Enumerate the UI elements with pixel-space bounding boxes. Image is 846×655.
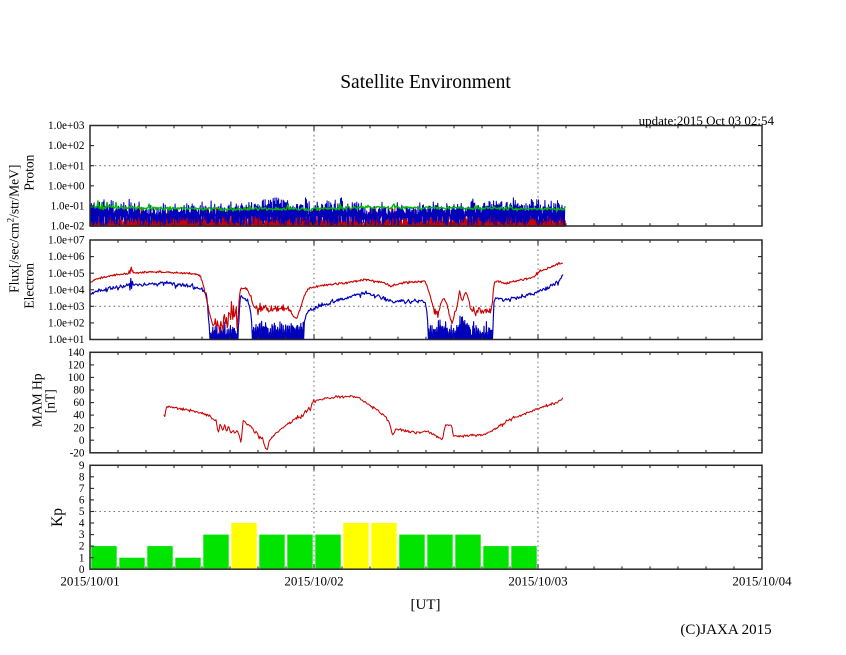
svg-text:Electron: Electron <box>22 263 37 309</box>
svg-text:1.0e+03: 1.0e+03 <box>48 301 85 313</box>
svg-text:1.0e+07: 1.0e+07 <box>48 235 85 247</box>
svg-text:140: 140 <box>68 347 85 359</box>
svg-text:Flux[/sec/cm2/str/MeV]: Flux[/sec/cm2/str/MeV] <box>6 165 22 293</box>
svg-text:120: 120 <box>68 359 85 371</box>
svg-text:6: 6 <box>79 495 85 507</box>
svg-text:3: 3 <box>79 529 85 541</box>
svg-text:1.0e+01: 1.0e+01 <box>48 334 84 346</box>
svg-text:-20: -20 <box>70 447 85 459</box>
svg-text:1.0e+05: 1.0e+05 <box>48 268 85 280</box>
svg-text:1.0e+02: 1.0e+02 <box>48 140 84 152</box>
svg-text:1.0e+00: 1.0e+00 <box>48 180 85 192</box>
svg-text:40: 40 <box>73 410 85 422</box>
svg-text:[nT]: [nT] <box>43 389 58 413</box>
svg-text:0: 0 <box>79 435 85 447</box>
svg-text:1.0e+03: 1.0e+03 <box>48 120 85 132</box>
svg-text:0: 0 <box>79 564 85 576</box>
svg-text:8: 8 <box>79 471 85 483</box>
svg-text:1.0e+06: 1.0e+06 <box>48 251 85 263</box>
svg-text:(C)JAXA 2015: (C)JAXA 2015 <box>680 622 771 638</box>
svg-text:1.0e+01: 1.0e+01 <box>48 160 84 172</box>
svg-text:1.0e-01: 1.0e-01 <box>51 201 85 213</box>
svg-text:2: 2 <box>79 541 85 553</box>
svg-text:2015/10/01: 2015/10/01 <box>60 574 119 589</box>
svg-text:[UT]: [UT] <box>411 597 441 613</box>
svg-text:2015/10/03: 2015/10/03 <box>508 574 567 589</box>
svg-text:1.0e+02: 1.0e+02 <box>48 318 84 330</box>
svg-text:update:2015 Oct 03 02:54: update:2015 Oct 03 02:54 <box>639 113 775 128</box>
svg-text:2015/10/04: 2015/10/04 <box>732 574 792 589</box>
svg-text:20: 20 <box>73 422 85 434</box>
svg-text:Proton: Proton <box>22 154 37 190</box>
svg-text:7: 7 <box>79 483 85 495</box>
svg-text:Kp: Kp <box>49 508 66 527</box>
svg-text:4: 4 <box>79 518 85 530</box>
svg-text:60: 60 <box>73 397 85 409</box>
svg-text:9: 9 <box>79 460 85 472</box>
svg-text:1: 1 <box>79 552 85 564</box>
svg-text:5: 5 <box>79 506 85 518</box>
svg-text:1.0e-02: 1.0e-02 <box>51 221 85 233</box>
svg-text:2015/10/02: 2015/10/02 <box>284 574 343 589</box>
svg-text:Satellite Environment: Satellite Environment <box>340 72 511 93</box>
svg-text:MAM Hp: MAM Hp <box>30 373 45 427</box>
svg-text:1.0e+04: 1.0e+04 <box>48 284 85 296</box>
svg-text:100: 100 <box>68 372 85 384</box>
svg-text:80: 80 <box>73 385 85 397</box>
